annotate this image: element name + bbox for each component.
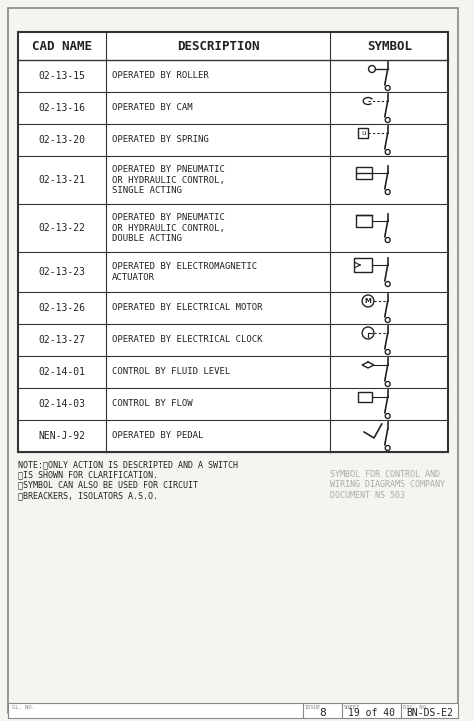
- Text: 02-14-03: 02-14-03: [38, 399, 85, 409]
- Text: SYMBOL FOR CONTROL AND
WIRING DIAGRAMS COMPANY
DOCUMENT NS 503: SYMBOL FOR CONTROL AND WIRING DIAGRAMS C…: [330, 470, 445, 500]
- Text: GL. NO.: GL. NO.: [12, 705, 35, 710]
- Bar: [8, 703, 458, 718]
- Text: 02-13-21: 02-13-21: [38, 175, 85, 185]
- Text: 02-14-01: 02-14-01: [38, 367, 85, 377]
- Text: SHEET: SHEET: [344, 705, 360, 710]
- Text: OPERATED BY PNEUMATIC
OR HYDRAULIC CONTROL,
SINGLE ACTING: OPERATED BY PNEUMATIC OR HYDRAULIC CONTR…: [112, 165, 225, 195]
- Text: SYMBOL: SYMBOL: [367, 40, 412, 53]
- Text: OPERATED BY PEDAL: OPERATED BY PEDAL: [112, 431, 203, 441]
- Text: 02-13-22: 02-13-22: [38, 223, 85, 233]
- Bar: [358, 392, 372, 402]
- Bar: [358, 128, 368, 138]
- Text: OPERATED BY ELECTRICAL MOTOR: OPERATED BY ELECTRICAL MOTOR: [112, 304, 263, 312]
- Text: 02-13-15: 02-13-15: [38, 71, 85, 81]
- Text: CONTROL BY FLOW: CONTROL BY FLOW: [112, 399, 193, 409]
- Text: M: M: [365, 298, 372, 304]
- Text: 02-13-27: 02-13-27: [38, 335, 85, 345]
- Text: CAD NAME: CAD NAME: [32, 40, 92, 53]
- Text: 02-13-23: 02-13-23: [38, 267, 85, 277]
- Bar: [356, 215, 372, 227]
- Text: 19 of 40: 19 of 40: [348, 708, 395, 718]
- Text: OPERATED BY CAM: OPERATED BY CAM: [112, 104, 193, 112]
- Text: u: u: [361, 130, 365, 136]
- Text: OPERATED BY ELECTRICAL CLOCK: OPERATED BY ELECTRICAL CLOCK: [112, 335, 263, 345]
- Text: BN-DS-E2: BN-DS-E2: [406, 708, 453, 718]
- Text: ISSUE: ISSUE: [305, 705, 321, 710]
- Text: NOTE:	ONLY ACTION IS DESCRIPTED AND A SWITCH
	IS SHOWN FOR CLARIFICATION.
	SYMBO: NOTE: ONLY ACTION IS DESCRIPTED AND A SW…: [18, 460, 237, 500]
- Text: DOC. NO.: DOC. NO.: [403, 705, 429, 710]
- Text: OPERATED BY SPRING: OPERATED BY SPRING: [112, 136, 209, 144]
- Text: OPERATED BY ROLLER: OPERATED BY ROLLER: [112, 71, 209, 81]
- Text: OPERATED BY ELECTROMAGNETIC
ACTUATOR: OPERATED BY ELECTROMAGNETIC ACTUATOR: [112, 262, 257, 282]
- Text: OPERATED BY PNEUMATIC
OR HYDRAULIC CONTROL,
DOUBLE ACTING: OPERATED BY PNEUMATIC OR HYDRAULIC CONTR…: [112, 213, 225, 243]
- Text: CONTROL BY FLUID LEVEL: CONTROL BY FLUID LEVEL: [112, 368, 230, 376]
- Bar: [356, 167, 372, 179]
- Text: 02-13-16: 02-13-16: [38, 103, 85, 113]
- Text: 8: 8: [319, 708, 326, 718]
- Text: 02-13-26: 02-13-26: [38, 303, 85, 313]
- Text: 02-13-20: 02-13-20: [38, 135, 85, 145]
- Text: DESCRIPTION: DESCRIPTION: [177, 40, 259, 53]
- Bar: [18, 32, 448, 452]
- Bar: [354, 258, 372, 272]
- Text: NEN-J-92: NEN-J-92: [38, 431, 85, 441]
